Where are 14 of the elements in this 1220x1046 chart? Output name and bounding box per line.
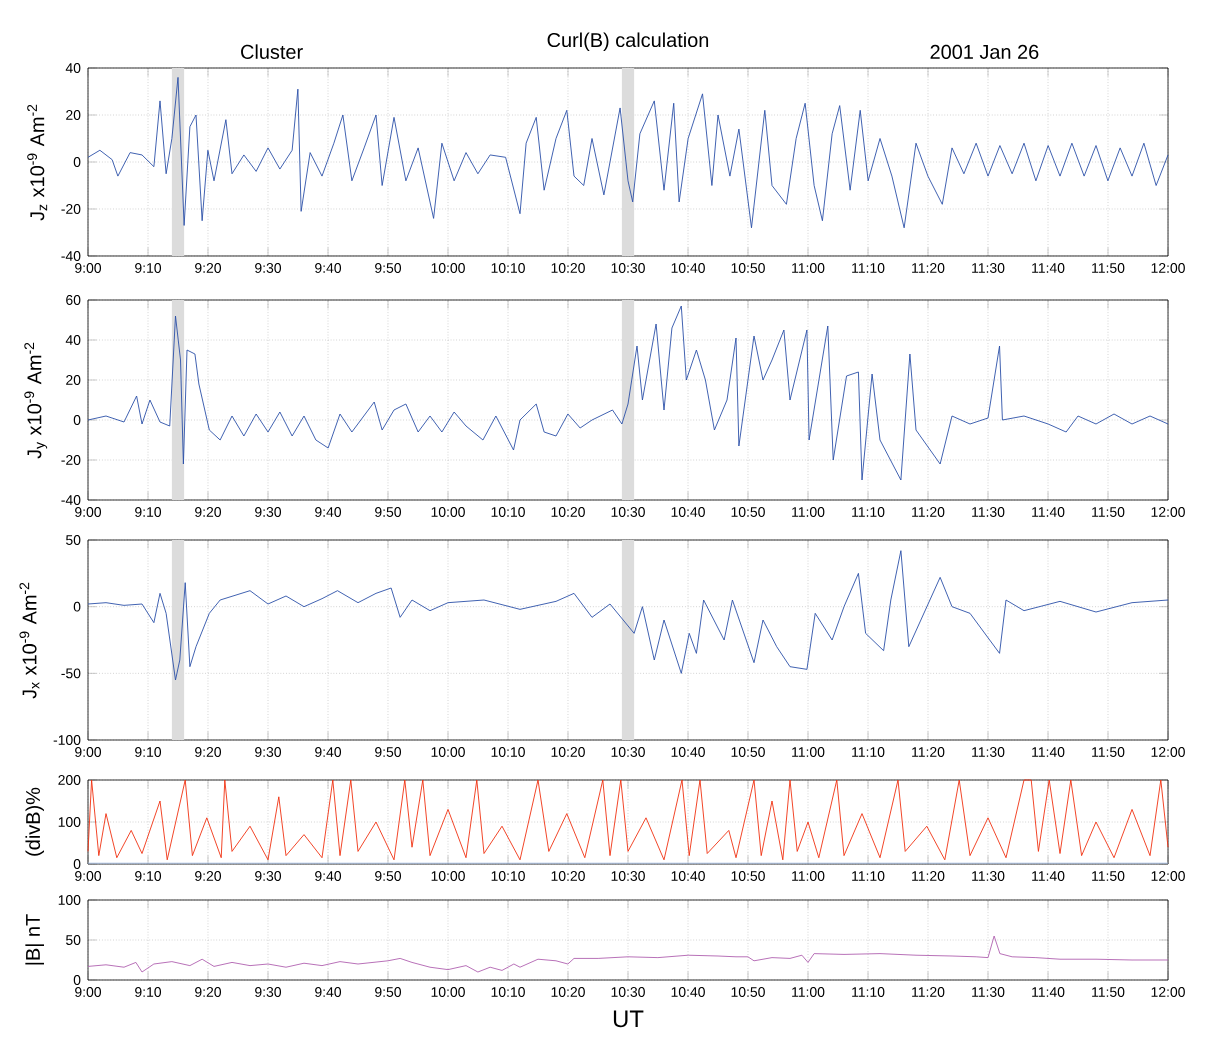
line-series bbox=[87, 550, 1169, 681]
y-axis-title: J$_{y}$ x10$^{-9}$ Am$^{-2}$ bbox=[24, 342, 48, 459]
line-series bbox=[87, 935, 1169, 973]
line-series bbox=[87, 305, 1169, 481]
text: 2001 Jan 26 bbox=[930, 44, 1039, 59]
y-axis-title: J$_{z}$ x10$^{-9}$ Am$^{-2}$ bbox=[27, 104, 48, 221]
text: Cluster bbox=[241, 44, 303, 59]
line-series bbox=[87, 779, 1169, 861]
y-axis-title: |B| nT bbox=[25, 914, 44, 965]
y-axis-title: (divB)% bbox=[25, 787, 45, 856]
x-axis-title: UT bbox=[613, 1010, 644, 1028]
y-axis-title: J$_{x}$ x10$^{-9}$ Am$^{-2}$ bbox=[19, 582, 40, 699]
line-series bbox=[87, 76, 1169, 229]
chart-title: Curl(B) calculation bbox=[547, 32, 709, 52]
